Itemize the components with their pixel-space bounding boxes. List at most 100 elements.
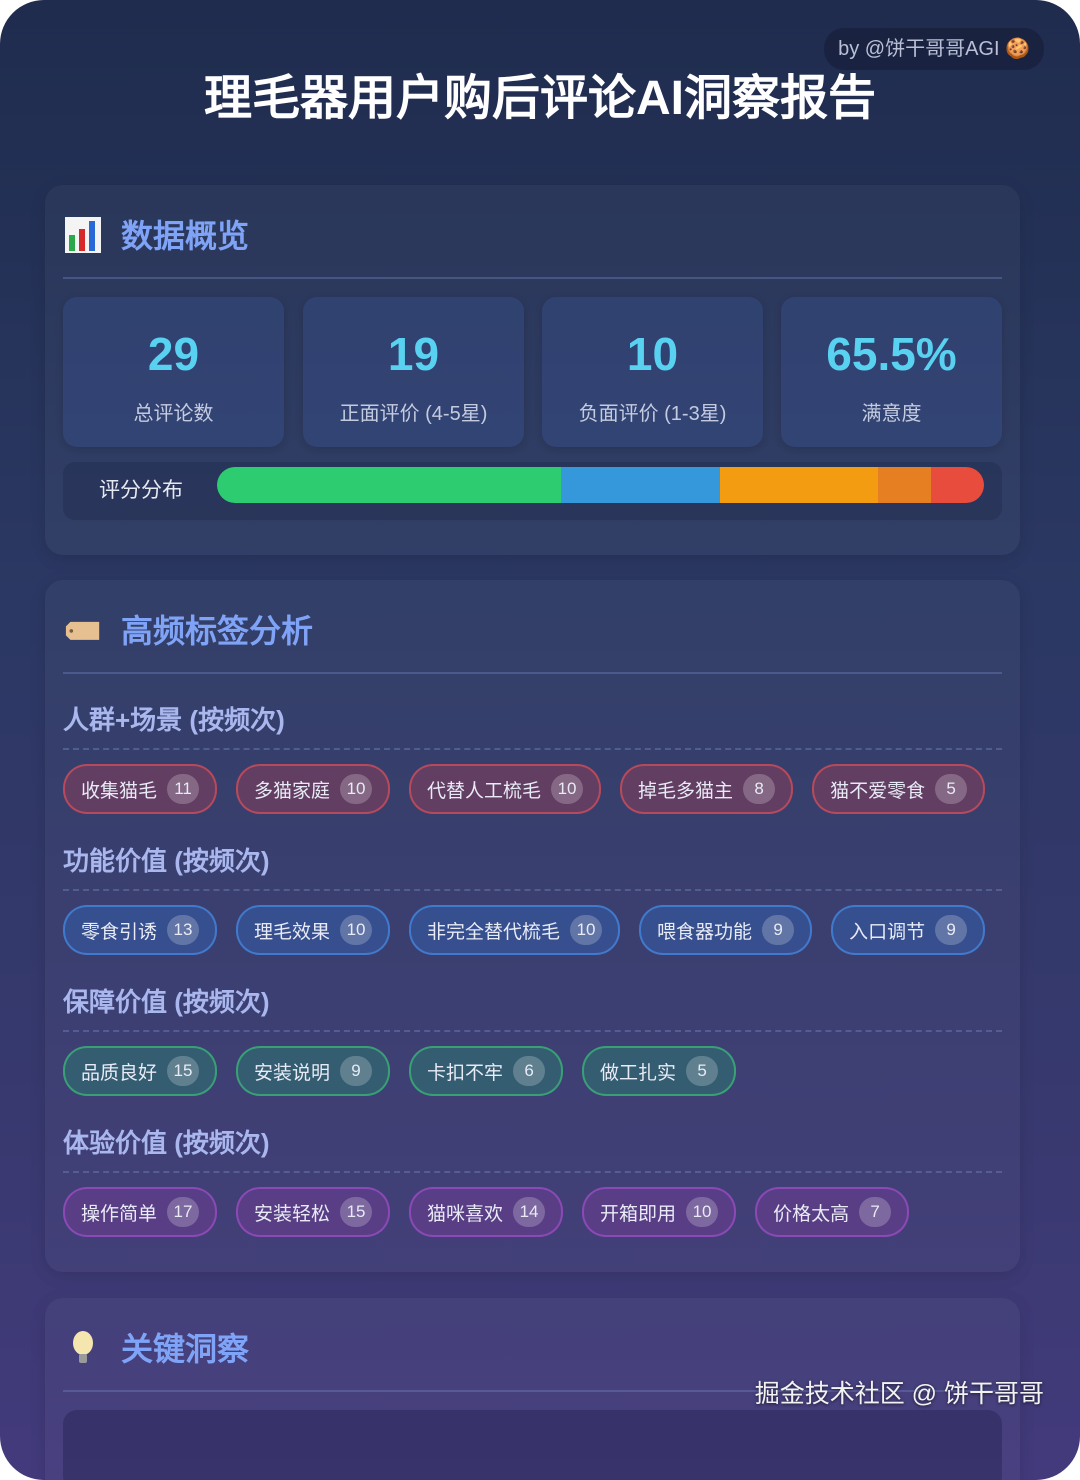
tag-label: 做工扎实	[600, 1062, 677, 1084]
section-title: 数据概览	[121, 218, 250, 254]
tag-chip[interactable]: 零食引诱 13	[63, 905, 218, 955]
stat-negative-reviews: 10 负面评价 (1-3星)	[542, 297, 763, 447]
distribution-segment-4-star	[560, 467, 720, 503]
insights-header: 关键洞察	[63, 1328, 1002, 1392]
tag-label: 操作简单	[81, 1203, 158, 1225]
group-divider	[63, 889, 1002, 891]
tag-label: 收集猫毛	[81, 780, 158, 802]
tag-count-badge: 11	[167, 774, 200, 804]
tag-group-title: 人群+场景 (按频次)	[63, 705, 285, 735]
tag-list: 零食引诱 13 理毛效果 10 非完全替代梳毛 10 喂食器功能 9 入口调节 9	[63, 905, 1002, 955]
bar-chart-icon	[65, 217, 101, 253]
stat-label: 总评论数	[133, 403, 214, 425]
stat-value: 10	[626, 328, 679, 380]
tag-label: 开箱即用	[600, 1203, 677, 1225]
author-byline: by @饼干哥哥AGI	[838, 38, 1000, 60]
tag-count-badge: 10	[340, 774, 373, 804]
tag-label: 入口调节	[849, 921, 926, 943]
group-divider	[63, 748, 1002, 750]
stat-value: 19	[387, 328, 440, 380]
label-tag-icon	[65, 621, 100, 640]
tag-label: 品质良好	[81, 1062, 158, 1084]
tag-label: 零食引诱	[81, 921, 158, 943]
tag-count-badge: 10	[340, 915, 373, 945]
tag-chip[interactable]: 理毛效果 10	[236, 905, 391, 955]
tag-chip[interactable]: 代替人工梳毛 10	[409, 764, 602, 814]
tag-chip[interactable]: 安装说明 9	[236, 1046, 391, 1096]
tag-label: 非完全替代梳毛	[427, 921, 561, 943]
section-title: 关键洞察	[121, 1331, 250, 1367]
tag-count-badge: 8	[743, 774, 776, 804]
tag-count-badge: 15	[167, 1056, 200, 1086]
tag-chip[interactable]: 开箱即用 10	[582, 1187, 737, 1237]
tag-label: 多猫家庭	[254, 780, 331, 802]
tag-chip[interactable]: 喂食器功能 9	[639, 905, 813, 955]
tag-count-badge: 15	[340, 1197, 373, 1227]
tags-card: 高频标签分析 人群+场景 (按频次) 收集猫毛 11 多猫家庭 10 代替人工梳毛 10 掉毛…	[45, 580, 1020, 1272]
tag-group-title: 体验价值 (按频次)	[63, 1128, 270, 1158]
tag-list: 收集猫毛 11 多猫家庭 10 代替人工梳毛 10 掉毛多猫主 8 猫不爱零食 5	[63, 764, 1002, 814]
overview-header: 数据概览	[63, 215, 1002, 279]
insight-item	[63, 1410, 1002, 1480]
tag-chip[interactable]: 品质良好 15	[63, 1046, 218, 1096]
stat-value: 29	[147, 328, 200, 380]
watermark: 掘金技术社区 @ 饼干哥哥	[754, 1380, 1044, 1408]
tag-chip[interactable]: 价格太高 7	[755, 1187, 910, 1237]
tag-chip[interactable]: 做工扎实 5	[582, 1046, 737, 1096]
tag-group-title: 保障价值 (按频次)	[63, 987, 270, 1017]
stat-label: 负面评价 (1-3星)	[578, 403, 727, 425]
page-title: 理毛器用户购后评论AI洞察报告	[203, 72, 876, 125]
tag-label: 猫不爱零食	[830, 780, 926, 802]
tag-count-badge: 9	[762, 915, 795, 945]
tag-label: 卡扣不牢	[427, 1062, 504, 1084]
tag-label: 安装轻松	[254, 1203, 331, 1225]
tag-count-badge: 10	[551, 774, 584, 804]
stat-value: 65.5%	[826, 328, 957, 380]
tag-chip[interactable]: 掉毛多猫主 8	[620, 764, 794, 814]
stat-total-reviews: 29 总评论数	[63, 297, 284, 447]
tag-label: 代替人工梳毛	[427, 780, 542, 802]
tag-chip[interactable]: 收集猫毛 11	[63, 764, 218, 814]
tag-count-badge: 10	[570, 915, 603, 945]
tag-chip[interactable]: 安装轻松 15	[236, 1187, 391, 1237]
tag-group-title: 功能价值 (按频次)	[63, 846, 270, 876]
tag-label: 猫咪喜欢	[427, 1203, 504, 1225]
tag-count-badge: 5	[686, 1056, 719, 1086]
distribution-segment-3-star	[719, 467, 879, 503]
group-divider	[63, 1171, 1002, 1173]
tag-count-badge: 5	[935, 774, 968, 804]
group-divider	[63, 1030, 1002, 1032]
stat-positive-reviews: 19 正面评价 (4-5星)	[303, 297, 524, 447]
author-badge: by @饼干哥哥AGI 🍪	[824, 28, 1044, 70]
tag-count-badge: 7	[859, 1197, 892, 1227]
section-title: 高频标签分析	[121, 613, 314, 649]
stat-label: 满意度	[861, 403, 922, 425]
overview-card: 数据概览 29 总评论数 19 正面评价 (4-5星) 10 负面评价 (1-3…	[45, 185, 1020, 555]
tags-header: 高频标签分析	[63, 610, 1002, 674]
tag-label: 掉毛多猫主	[638, 780, 734, 802]
tag-count-badge: 13	[167, 915, 200, 945]
tag-chip[interactable]: 卡扣不牢 6	[409, 1046, 564, 1096]
tag-label: 价格太高	[773, 1203, 850, 1225]
distribution-segment-5-star	[217, 467, 561, 503]
tag-count-badge: 9	[935, 915, 968, 945]
tag-list: 品质良好 15 安装说明 9 卡扣不牢 6 做工扎实 5	[63, 1046, 1002, 1096]
tag-chip[interactable]: 猫不爱零食 5	[812, 764, 986, 814]
distribution-label: 评分分布	[99, 479, 183, 502]
tag-count-badge: 10	[686, 1197, 719, 1227]
tag-count-badge: 14	[513, 1197, 546, 1227]
tag-count-badge: 6	[513, 1056, 546, 1086]
tag-chip[interactable]: 猫咪喜欢 14	[409, 1187, 564, 1237]
tag-label: 理毛效果	[254, 921, 331, 943]
tag-chip[interactable]: 操作简单 17	[63, 1187, 218, 1237]
tag-chip[interactable]: 入口调节 9	[831, 905, 986, 955]
tag-count-badge: 17	[167, 1197, 200, 1227]
tag-count-badge: 9	[340, 1056, 373, 1086]
distribution-bar	[217, 467, 984, 503]
tag-list: 操作简单 17 安装轻松 15 猫咪喜欢 14 开箱即用 10 价格太高 7	[63, 1187, 1002, 1237]
rating-distribution: 评分分布	[63, 462, 1002, 520]
distribution-segment-2-star	[878, 467, 932, 503]
tag-chip[interactable]: 多猫家庭 10	[236, 764, 391, 814]
tag-chip[interactable]: 非完全替代梳毛 10	[409, 905, 621, 955]
